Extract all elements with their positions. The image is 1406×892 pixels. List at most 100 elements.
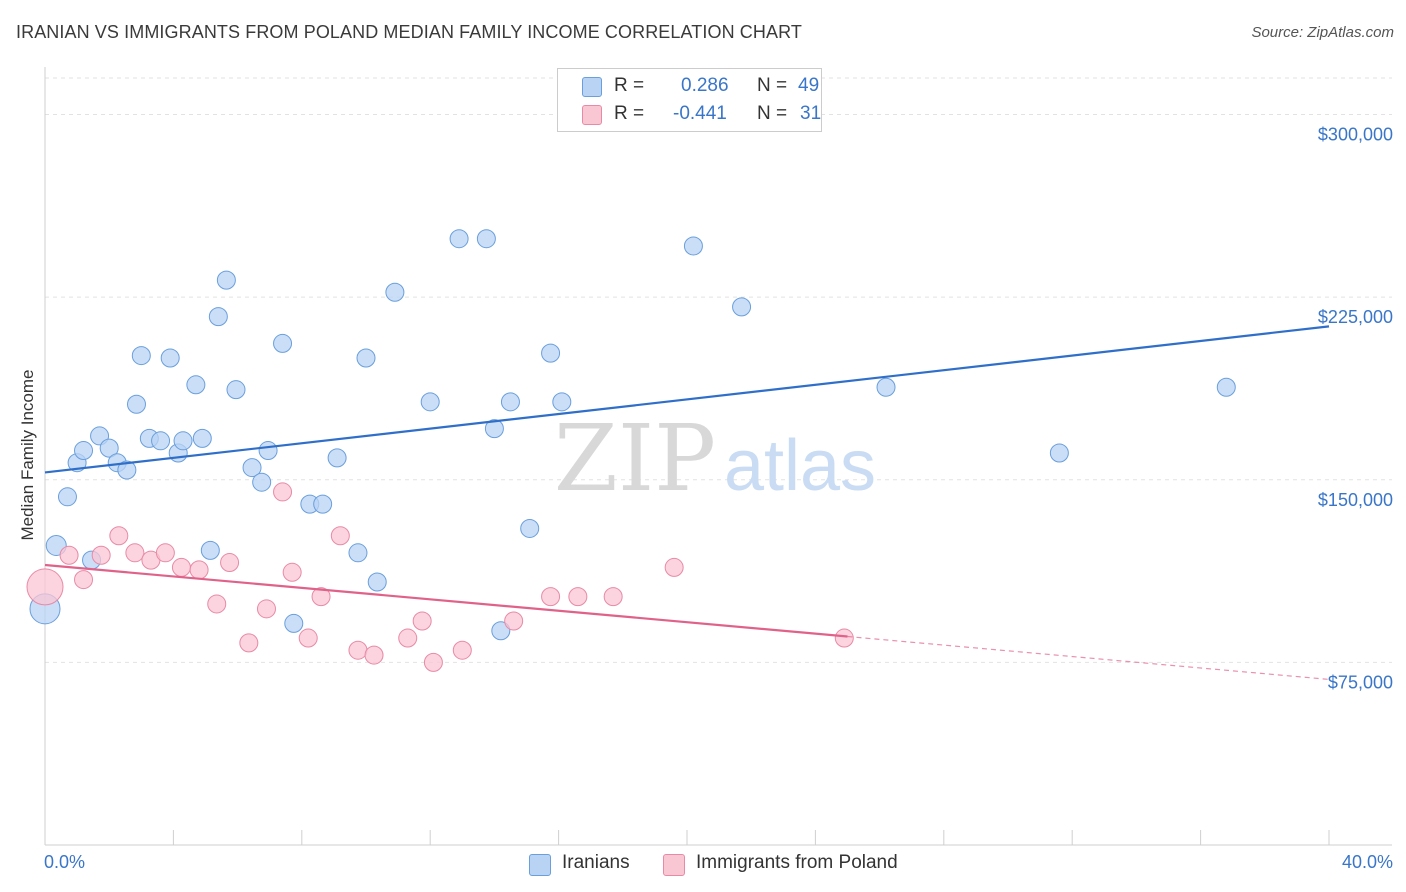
point-iranians	[117, 460, 137, 480]
point-iranians	[216, 270, 236, 290]
trend-line-poland	[44, 563, 848, 638]
axes	[44, 67, 1392, 846]
point-poland	[239, 633, 259, 653]
point-iranians	[126, 394, 146, 414]
point-iranians	[356, 348, 376, 368]
point-iranians	[876, 377, 896, 397]
point-iranians	[252, 472, 272, 492]
point-iranians	[1216, 377, 1236, 397]
point-iranians	[192, 428, 212, 448]
legend-r-value: 0.286	[681, 75, 729, 96]
point-poland	[59, 545, 79, 565]
point-iranians	[208, 307, 228, 327]
legend-swatch-poland	[663, 854, 685, 876]
y-tick-label: $225,000	[1318, 307, 1393, 327]
point-iranians	[226, 380, 246, 400]
point-iranians	[99, 438, 119, 458]
point-poland	[398, 628, 418, 648]
point-poland	[109, 526, 129, 546]
legend-n-value: 31	[800, 103, 822, 124]
point-iranians	[284, 613, 304, 633]
point-iranians	[449, 229, 469, 249]
point-iranians	[491, 621, 511, 641]
grid-lines	[45, 77, 1392, 663]
point-poland	[91, 545, 111, 565]
point-iranians	[242, 458, 262, 478]
correlation-legend: R = 0.286 N = 49 R = -0.441 N = 31	[557, 68, 822, 132]
point-iranians	[732, 297, 752, 317]
point-iranians	[313, 494, 333, 514]
point-poland	[74, 570, 94, 590]
point-iranians	[367, 572, 387, 592]
point-poland	[273, 482, 293, 502]
legend-label-poland: Immigrants from Poland	[696, 852, 898, 873]
source-label: Source: ZipAtlas.com	[1251, 24, 1394, 41]
point-poland	[412, 611, 432, 631]
point-iranians	[273, 333, 293, 353]
point-iranians	[420, 392, 440, 412]
legend-n-value: 49	[798, 75, 820, 96]
y-tick-label: $300,000	[1318, 125, 1393, 145]
watermark-zip: ZIP	[554, 405, 716, 512]
point-iranians	[57, 487, 77, 507]
point-poland	[207, 594, 227, 614]
point-iranians	[520, 518, 540, 538]
point-iranians	[131, 346, 151, 366]
point-poland	[256, 599, 276, 619]
legend-label-iranians: Iranians	[562, 852, 630, 873]
y-tick-labels: $75,000 $150,000 $225,000 $300,000	[1318, 125, 1393, 693]
point-iranians	[500, 392, 520, 412]
point-poland	[568, 587, 588, 607]
legend-swatch-poland	[582, 105, 602, 125]
point-poland	[423, 652, 443, 672]
legend-swatch-iranians	[582, 77, 602, 97]
point-poland	[282, 562, 302, 582]
point-poland	[26, 568, 64, 606]
point-iranians	[683, 236, 703, 256]
point-poland	[541, 587, 561, 607]
point-iranians	[552, 392, 572, 412]
point-iranians	[160, 348, 180, 368]
point-poland	[603, 587, 623, 607]
point-poland	[364, 645, 384, 665]
point-poland	[664, 557, 684, 577]
point-iranians	[151, 431, 171, 451]
point-poland	[452, 640, 472, 660]
point-poland	[330, 526, 350, 546]
legend-n-label: N =	[757, 103, 788, 124]
point-iranians	[186, 375, 206, 395]
point-poland	[504, 611, 524, 631]
point-iranians	[348, 543, 368, 563]
watermark-atlas: atlas	[724, 426, 876, 506]
x-tick-min: 0.0%	[44, 852, 86, 872]
trend-line-iranians	[44, 325, 1330, 474]
legend-r-label: R =	[614, 103, 645, 124]
point-poland	[189, 560, 209, 580]
data-points	[26, 229, 1236, 672]
point-iranians	[258, 441, 278, 461]
point-iranians	[327, 448, 347, 468]
y-tick-label: $75,000	[1328, 672, 1393, 692]
point-poland	[155, 543, 175, 563]
point-poland	[298, 628, 318, 648]
legend-n-label: N =	[757, 75, 788, 96]
point-poland	[311, 587, 331, 607]
legend-swatch-iranians	[529, 854, 551, 876]
point-iranians	[200, 540, 220, 560]
point-iranians	[1049, 443, 1069, 463]
point-iranians	[484, 419, 504, 439]
x-tick-max: 40.0%	[1341, 852, 1393, 872]
point-iranians	[74, 441, 94, 461]
legend-r-label: R =	[614, 75, 645, 96]
point-poland	[125, 543, 145, 563]
legend-r-value: -0.441	[673, 103, 727, 124]
point-iranians	[541, 343, 561, 363]
trend-lines	[44, 325, 1330, 681]
trend-line-poland-dashed	[847, 635, 1330, 681]
point-poland	[171, 557, 191, 577]
point-iranians	[476, 229, 496, 249]
point-iranians	[385, 282, 405, 302]
point-poland	[348, 640, 368, 660]
point-poland	[834, 628, 854, 648]
y-tick-label: $150,000	[1318, 490, 1393, 510]
